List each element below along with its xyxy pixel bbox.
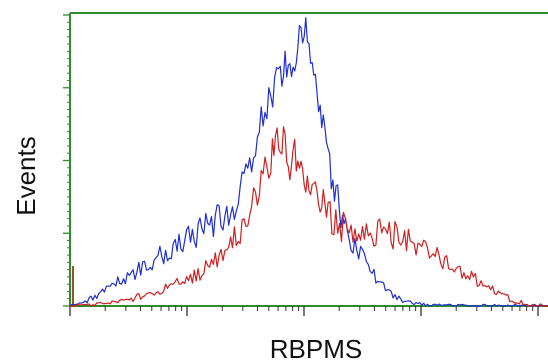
axis-ticks <box>63 14 539 316</box>
series-line-1 <box>69 17 548 307</box>
y-axis-label: Events <box>11 136 41 216</box>
series-layer <box>69 17 548 307</box>
series-line-2 <box>70 126 548 307</box>
x-axis-label: RBPMS <box>270 334 362 363</box>
plot-frame <box>69 12 548 307</box>
